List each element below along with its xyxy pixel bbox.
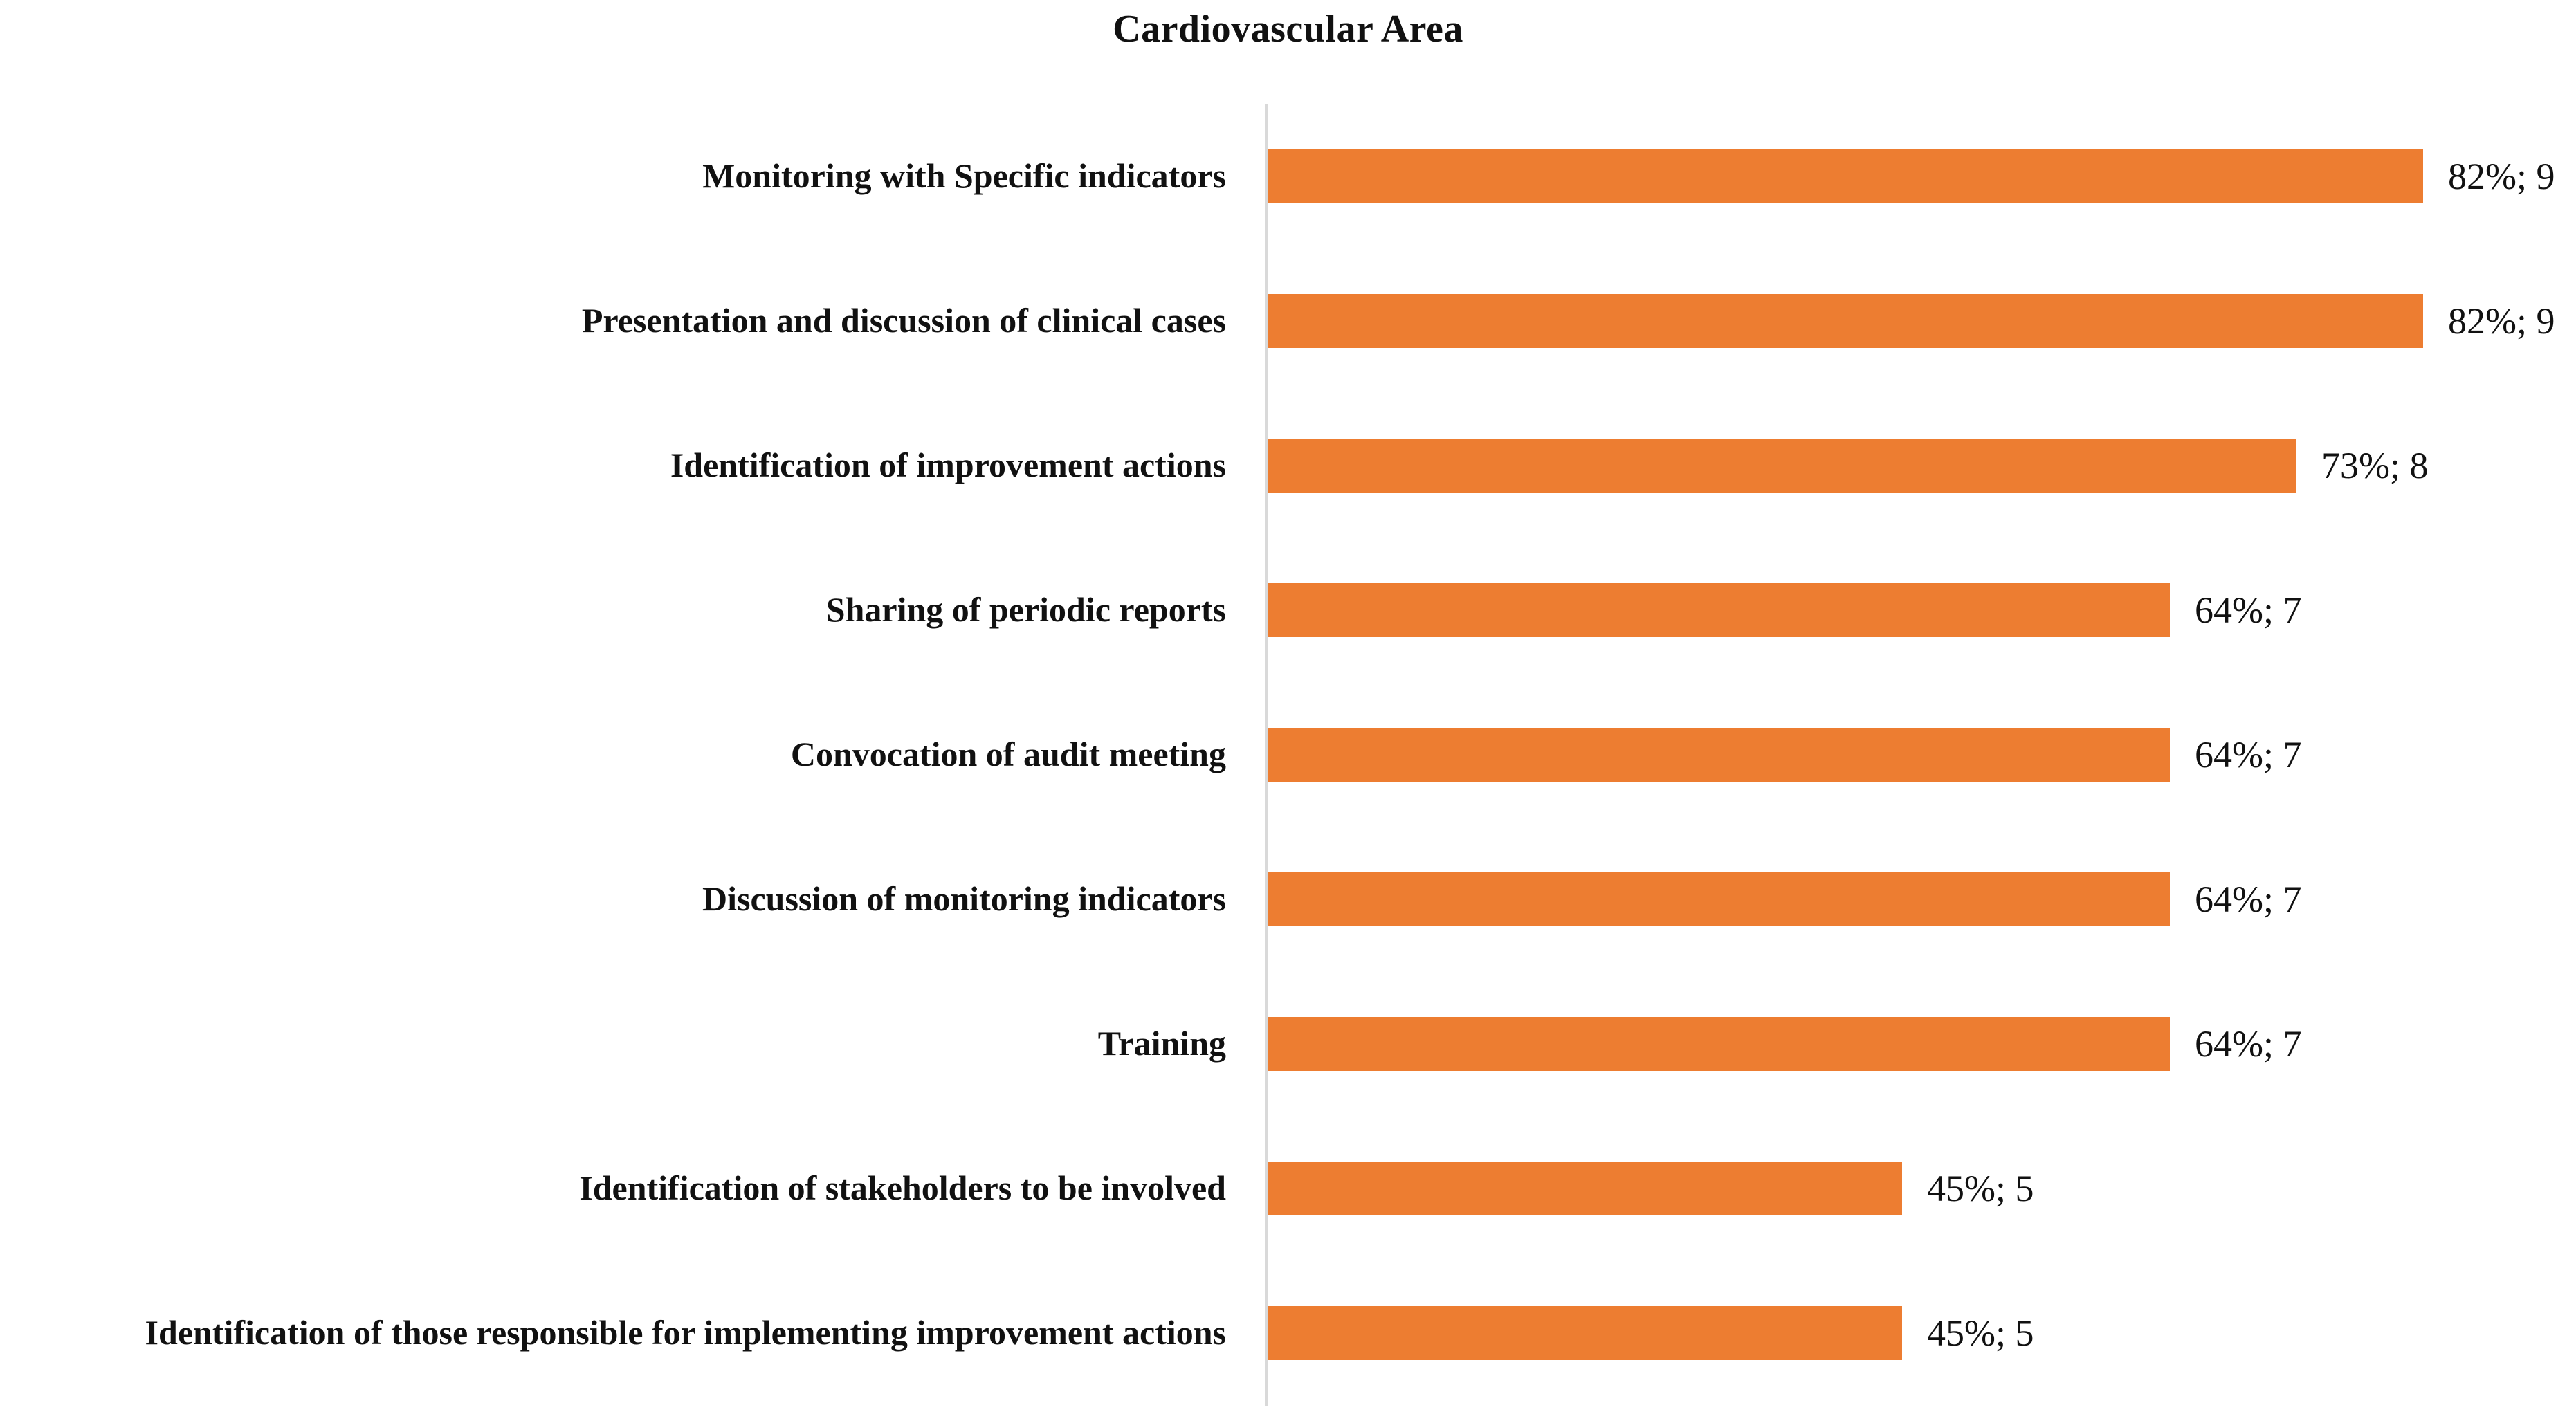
category-label: Identification of stakeholders to be inv… [579,1168,1226,1207]
category-label-cell: Monitoring with Specific indicators [0,150,1226,202]
category-label-cell: Identification of stakeholders to be inv… [0,1162,1226,1214]
value-label: 64%; 7 [2195,733,2302,775]
category-label: Identification of improvement actions [670,446,1226,484]
value-label: 82%; 9 [2448,300,2555,342]
category-label-cell: Identification of improvement actions [0,439,1226,491]
category-label: Sharing of periodic reports [825,590,1226,629]
value-label: 82%; 9 [2448,155,2555,197]
bar-cell: 64%; 7 [1268,872,2576,926]
bar [1268,1016,2170,1071]
value-label: 64%; 7 [2195,589,2302,631]
bar-cell: 82%; 9 [1268,293,2576,348]
bar-row: Discussion of monitoring indicators 64%;… [0,827,2576,971]
category-label-cell: Training [0,1018,1226,1069]
category-label-cell: Presentation and discussion of clinical … [0,295,1226,347]
bar [1268,872,2170,926]
value-label: 73%; 8 [2321,444,2429,486]
bar-row: Monitoring with Specific indicators 82%;… [0,104,2576,248]
bar [1268,582,2170,637]
category-label-cell: Convocation of audit meeting [0,728,1226,780]
bar [1268,1305,1902,1360]
category-label: Presentation and discussion of clinical … [581,301,1226,340]
bar-row: Presentation and discussion of clinical … [0,248,2576,393]
bar [1268,1161,1902,1215]
category-label-cell: Sharing of periodic reports [0,584,1226,636]
bar-row: Identification of improvement actions 73… [0,393,2576,538]
category-label: Identification of those responsible for … [145,1313,1226,1352]
bar-cell: 45%; 5 [1268,1161,2576,1215]
bar-cell: 64%; 7 [1268,1016,2576,1071]
bar-rows: Monitoring with Specific indicators 82%;… [0,104,2576,1405]
category-label: Training [1097,1024,1226,1063]
value-label: 45%; 5 [1927,1167,2034,1209]
bar-cell: 45%; 5 [1268,1305,2576,1360]
value-label: 64%; 7 [2195,1022,2302,1065]
bar-row: Identification of those responsible for … [0,1260,2576,1405]
bar-cell: 64%; 7 [1268,582,2576,637]
bar [1268,438,2296,493]
chart-title: Cardiovascular Area [1113,8,1463,51]
bar-row: Identification of stakeholders to be inv… [0,1116,2576,1260]
category-label: Monitoring with Specific indicators [702,156,1226,195]
bar-cell: 82%; 9 [1268,149,2576,203]
bar-cell: 64%; 7 [1268,727,2576,782]
bar-row: Convocation of audit meeting 64%; 7 [0,682,2576,827]
bar-row: Training 64%; 7 [0,971,2576,1116]
bar-row: Sharing of periodic reports 64%; 7 [0,538,2576,682]
category-label: Convocation of audit meeting [790,735,1226,773]
category-label-cell: Discussion of monitoring indicators [0,873,1226,925]
value-label: 64%; 7 [2195,878,2302,920]
bar [1268,149,2423,203]
plot-area: Monitoring with Specific indicators 82%;… [0,104,2576,1406]
category-label-cell: Identification of those responsible for … [0,1307,1226,1359]
bar [1268,727,2170,782]
value-label: 45%; 5 [1927,1312,2034,1354]
category-label: Discussion of monitoring indicators [702,879,1226,918]
bar-cell: 73%; 8 [1268,438,2576,493]
bar [1268,293,2423,348]
y-axis-line [1265,104,1268,1406]
